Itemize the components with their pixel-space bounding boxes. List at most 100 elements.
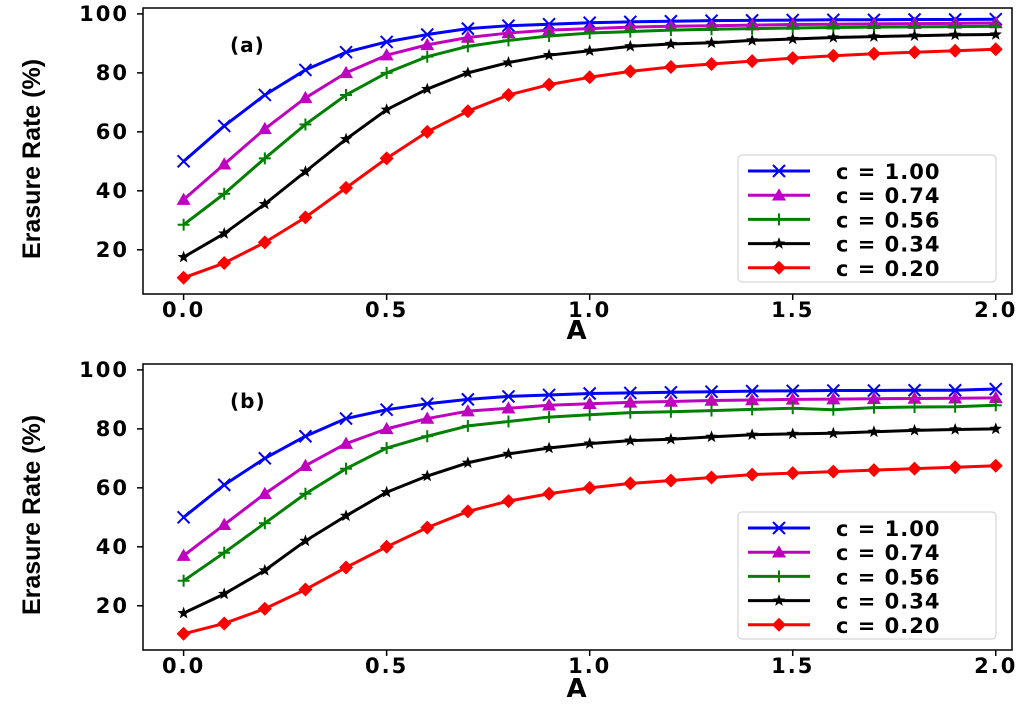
data-point: [257, 235, 272, 250]
data-point: [177, 250, 190, 263]
data-point: [786, 427, 799, 440]
data-point: [420, 37, 435, 51]
y-tick-label: 20: [96, 594, 129, 618]
data-point: [704, 470, 719, 485]
data-point: [218, 227, 231, 239]
data-point: [542, 48, 556, 61]
data-point: [339, 65, 354, 79]
series-056: [177, 20, 1002, 231]
data-point: [420, 411, 435, 424]
data-point: [704, 393, 719, 406]
data-point: [827, 30, 840, 43]
legend-label: c = 0.56: [836, 565, 940, 589]
data-point: [299, 165, 312, 177]
plot-frame: [142, 7, 1013, 295]
data-point: [339, 411, 353, 426]
data-point: [867, 383, 881, 398]
legend-label: c = 1.00: [836, 160, 940, 184]
legend-box: [737, 154, 997, 283]
legend-label: c = 0.34: [836, 590, 940, 614]
data-point: [379, 539, 394, 554]
series-056: [177, 399, 1002, 587]
x-tick-label: 0.5: [365, 298, 408, 322]
data-point: [502, 56, 515, 68]
data-point: [176, 154, 191, 169]
data-point: [827, 426, 840, 439]
data-point: [623, 386, 637, 400]
data-point: [826, 464, 841, 479]
legend-label: c = 1.00: [836, 517, 940, 541]
legend-marker: [772, 237, 786, 249]
y-tick-label: 40: [96, 535, 129, 559]
legend-label: c = 0.74: [836, 184, 940, 208]
legend-marker: [772, 617, 786, 632]
data-point: [948, 383, 962, 397]
data-point: [421, 82, 434, 95]
data-point: [908, 29, 921, 41]
data-point: [501, 26, 516, 39]
data-point: [826, 383, 841, 398]
data-point: [866, 46, 881, 61]
data-point: [988, 390, 1003, 404]
data-point: [948, 460, 963, 475]
data-point: [745, 428, 759, 441]
data-point: [176, 548, 191, 561]
series-074: [176, 390, 1003, 561]
data-point: [989, 422, 1002, 435]
data-point: [664, 432, 678, 445]
data-point: [217, 517, 232, 530]
data-point: [542, 486, 557, 501]
data-point: [907, 391, 922, 404]
data-point: [420, 397, 434, 411]
data-point: [501, 494, 516, 509]
data-point: [298, 458, 313, 471]
data-point: [663, 394, 678, 407]
data-point: [460, 30, 475, 43]
data-point: [542, 388, 556, 402]
data-point: [704, 385, 719, 399]
data-point: [298, 210, 313, 225]
data-point: [745, 33, 759, 46]
y-tick-label: 40: [96, 179, 129, 203]
data-point: [217, 256, 232, 271]
legend-label: c = 0.56: [836, 208, 940, 232]
data-point: [257, 601, 272, 616]
data-point: [867, 425, 881, 438]
legend-marker: [772, 521, 786, 535]
data-point: [298, 429, 313, 443]
y-tick-label: 60: [96, 476, 129, 500]
data-point: [907, 45, 922, 60]
y-tick-label: 20: [96, 238, 129, 262]
data-point: [623, 476, 638, 491]
data-point: [298, 63, 313, 77]
data-point: [339, 509, 353, 522]
series-line: [182, 17, 998, 163]
data-point: [582, 386, 597, 401]
data-point: [460, 104, 475, 119]
y-axis-label: Erasure Rate (%): [18, 59, 46, 259]
x-axis-label: A: [566, 316, 586, 346]
x-tick-label: 0.0: [162, 298, 205, 322]
data-point: [461, 392, 475, 407]
data-point: [663, 473, 678, 488]
data-point: [258, 451, 272, 466]
data-point: [379, 35, 394, 49]
y-tick-label: 80: [96, 417, 129, 441]
data-point: [582, 396, 597, 410]
plot-frame: [142, 363, 1013, 651]
data-point: [542, 398, 557, 411]
data-point: [583, 437, 596, 449]
x-tick-label: 0.5: [365, 654, 408, 678]
data-point: [379, 421, 394, 435]
data-point: [542, 23, 557, 36]
data-point: [501, 401, 516, 414]
chart-panel-a: 0.0 0.5 1.0 1.5 2.0 20 40 60 80 100 A Erasure Rate …: [18, 2, 1015, 346]
data-point: [624, 39, 637, 52]
data-point: [866, 391, 881, 405]
data-point: [866, 463, 881, 478]
data-point: [826, 392, 841, 405]
x-tick-label: 2.0: [974, 654, 1017, 678]
data-point: [218, 587, 231, 600]
data-point: [339, 132, 353, 145]
